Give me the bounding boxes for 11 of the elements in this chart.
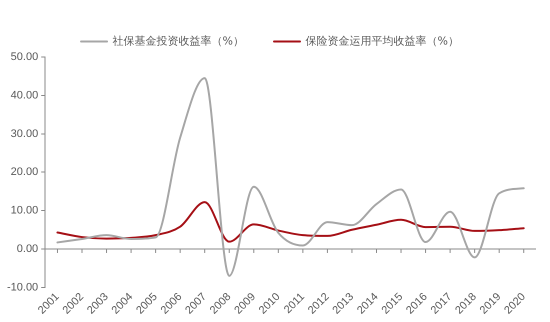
line-series bbox=[56, 201, 525, 243]
y-tick-label: 0.00 bbox=[16, 243, 38, 255]
y-tick-label: -10.00 bbox=[6, 281, 38, 294]
y-tick-label: 50.00 bbox=[10, 51, 38, 64]
y-tick-label: 30.00 bbox=[10, 128, 38, 140]
legend-label: 社保基金投资收益率（%） bbox=[112, 34, 244, 48]
y-tick-label: 20.00 bbox=[10, 166, 38, 178]
legend-label: 保险资金运用平均收益率（%） bbox=[306, 34, 459, 48]
y-tick-label: 40.00 bbox=[10, 89, 38, 102]
y-tick-label: 10.00 bbox=[10, 204, 38, 217]
line-series bbox=[56, 77, 525, 277]
